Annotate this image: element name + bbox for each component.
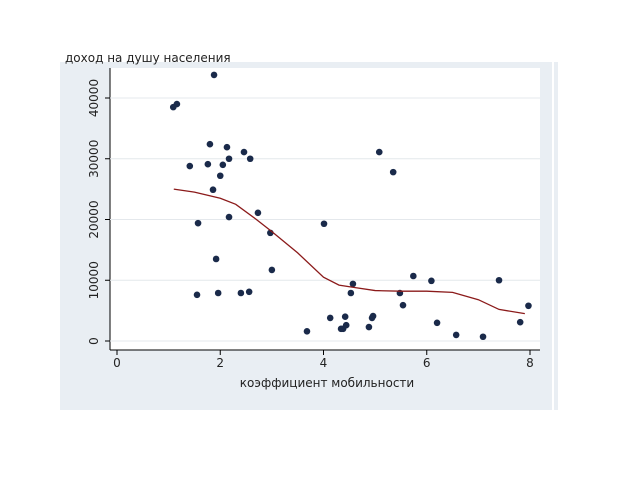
point: [347, 289, 355, 297]
y-tick-label: 40000: [87, 79, 101, 117]
point: [246, 155, 254, 163]
y-tick-label: 10000: [87, 261, 101, 299]
point: [303, 327, 311, 335]
point: [320, 220, 328, 228]
y-tick-label: 20000: [87, 200, 101, 238]
point: [225, 155, 233, 163]
point: [389, 168, 397, 176]
point: [365, 323, 373, 331]
x-axis-label: коэффициент мобильности: [240, 376, 414, 390]
point: [210, 71, 218, 79]
point: [216, 172, 224, 180]
point: [428, 277, 435, 285]
point: [349, 280, 357, 288]
point: [209, 186, 217, 194]
plot-region: [110, 68, 540, 350]
point: [516, 318, 524, 326]
point: [225, 213, 233, 221]
point: [206, 140, 214, 148]
lowess-line: [173, 188, 525, 315]
x-tick-label: 4: [320, 356, 328, 370]
x-tick-label: 8: [526, 356, 534, 370]
point: [219, 161, 227, 169]
point: [186, 162, 194, 170]
point: [369, 312, 377, 320]
x-tick-label: 2: [216, 356, 224, 370]
point: [173, 100, 181, 108]
point: [399, 301, 407, 309]
point: [479, 333, 487, 341]
x-tick-label: 0: [113, 356, 121, 370]
point: [375, 148, 383, 156]
point: [237, 289, 245, 297]
point: [433, 319, 441, 327]
point: [410, 272, 417, 280]
point: [193, 291, 201, 299]
point: [326, 314, 334, 322]
point: [214, 289, 222, 297]
point: [223, 143, 231, 151]
point: [212, 255, 220, 263]
x-tick-label: 6: [423, 356, 431, 370]
y-tick-label: 30000: [87, 140, 101, 178]
point: [268, 266, 276, 274]
point: [342, 321, 350, 329]
y-tick-label: 0: [87, 337, 101, 345]
point: [525, 302, 532, 310]
point: [204, 160, 212, 168]
edge-strip: [554, 62, 558, 410]
point: [495, 276, 503, 284]
point: [245, 288, 253, 296]
chart-title: доход на душу населения: [65, 51, 231, 65]
point: [341, 313, 349, 321]
point: [240, 148, 248, 156]
point: [452, 331, 460, 339]
point: [254, 209, 262, 217]
point: [194, 219, 202, 227]
